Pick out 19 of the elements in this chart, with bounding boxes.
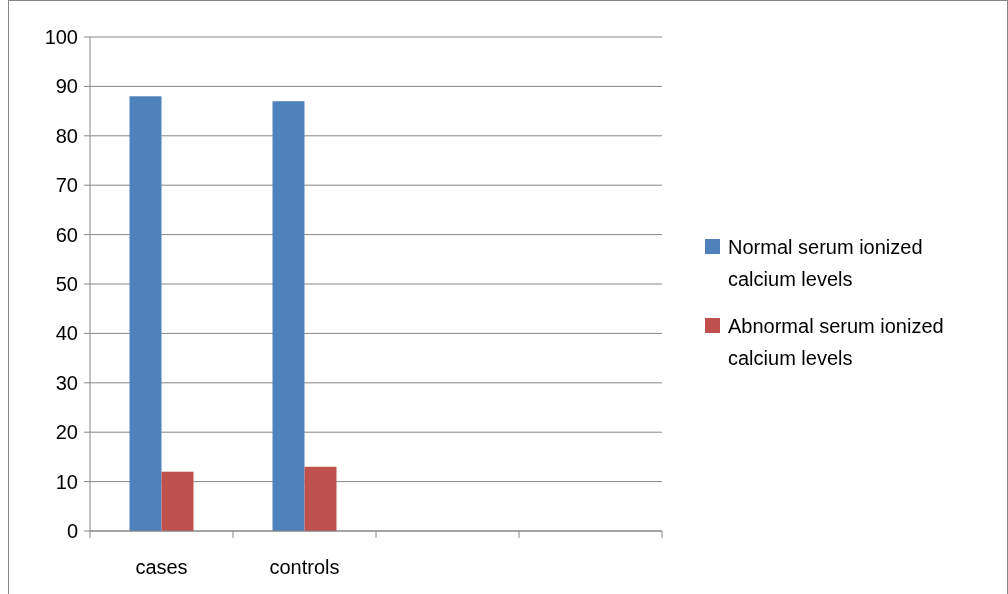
y-tick-label: 90 (55, 75, 78, 98)
x-tick-label: cases (135, 556, 188, 578)
y-tick-label: 60 (55, 223, 78, 246)
y-tick-label: 70 (55, 174, 78, 197)
legend-label: Abnormal serum ionized calcium levels (728, 315, 944, 369)
y-tick-label: 100 (44, 26, 78, 48)
bar (129, 96, 162, 531)
y-tick-label: 50 (55, 273, 78, 295)
bar (272, 101, 305, 531)
y-tick-label: 20 (55, 421, 78, 444)
y-tick-label: 80 (55, 124, 78, 147)
y-tick-label: 10 (55, 470, 78, 493)
bar (161, 471, 194, 531)
y-tick-label: 0 (66, 520, 78, 542)
bar (304, 466, 337, 531)
legend-label: Normal serum ionized calcium levels (728, 236, 923, 290)
y-tick-label: 30 (55, 371, 78, 394)
x-tick-label: controls (269, 556, 340, 578)
y-tick-label: 40 (55, 322, 78, 345)
